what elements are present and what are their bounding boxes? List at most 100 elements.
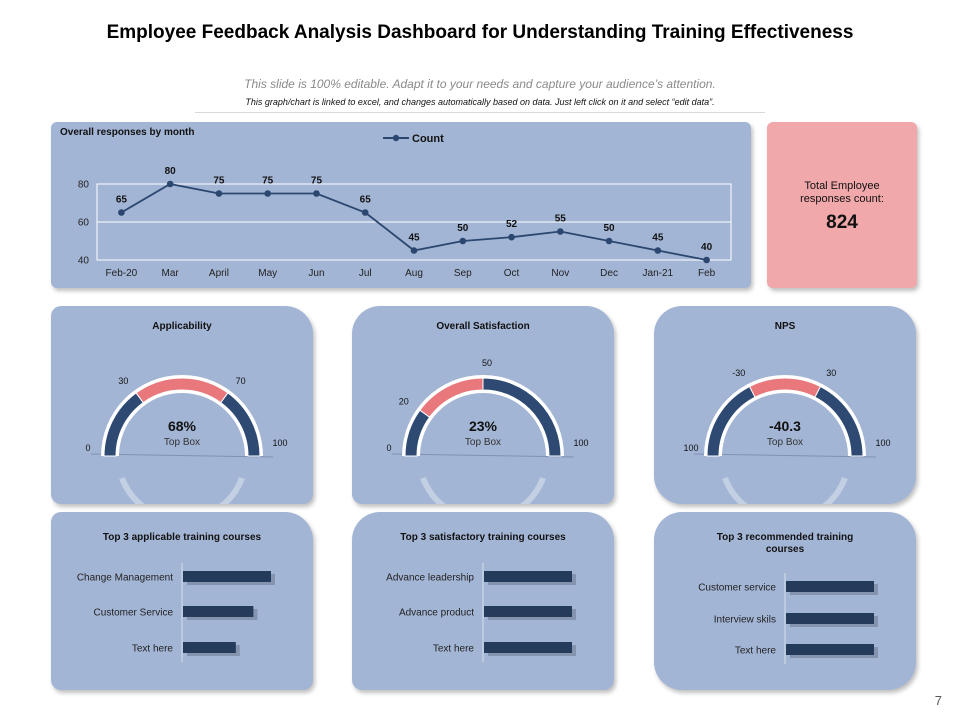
data-label-feb-20: 65 <box>116 195 128 206</box>
bar-label-advance-product: Advance product <box>399 608 474 619</box>
bar-label-customer-service: Customer service <box>698 583 776 594</box>
line-chart-title: Overall responses by month <box>60 127 195 138</box>
bar-customer-service <box>786 581 874 592</box>
y-tick-40: 40 <box>78 256 90 267</box>
point-jun <box>313 190 320 197</box>
y-tick-60: 60 <box>78 218 90 229</box>
total-responses-label: Total Employee responses count: <box>767 180 917 206</box>
satisfactory-courses-chart: Top 3 satisfactory training courses Advan… <box>386 532 576 662</box>
satisfaction-gauge: Overall Satisfaction 0 20 50 100 23% Top Box <box>386 321 589 504</box>
applicable-courses-panel[interactable]: Top 3 applicable training courses Change … <box>51 512 313 690</box>
nps-gauge: NPS 100 -30 30 100 -40.3 Top Box <box>683 321 891 504</box>
data-label-oct: 52 <box>506 219 518 230</box>
applicability-sublabel: Top Box <box>164 437 200 448</box>
point-oct <box>508 233 515 241</box>
x-tick-dec: Dec <box>600 268 618 279</box>
nps-ghost-ring <box>722 476 848 504</box>
data-label-nov: 55 <box>555 214 567 225</box>
x-tick-feb-20: Feb-20 <box>106 268 138 279</box>
nps-scale-max: 100 <box>875 438 890 448</box>
x-tick-oct: Oct <box>504 268 520 279</box>
applicability-scale-high: 70 <box>236 376 246 386</box>
overall-satisfaction-scale-max: 100 <box>573 438 588 448</box>
bar-label-customer-service: Customer Service <box>94 608 174 619</box>
bar-label-text-here: Text here <box>433 644 475 655</box>
point-mar <box>166 180 174 188</box>
nps-value: -40.3 <box>769 418 801 434</box>
bar-chart-title-line2: courses <box>766 544 805 555</box>
satisfaction-gauge-panel[interactable]: Overall Satisfaction 0 20 50 100 23% Top Box <box>352 306 614 504</box>
nps-title: NPS <box>775 321 796 332</box>
subtitle-linked: This graph/chart is linked to excel, and… <box>245 97 715 107</box>
data-label-april: 75 <box>213 176 225 187</box>
bar-chart-title-line1: Top 3 recommended training <box>717 532 854 543</box>
total-responses-value: 824 <box>826 212 858 233</box>
recommended-courses-panel[interactable]: Top 3 recommended training courses Custome… <box>654 512 916 690</box>
x-tick-may: May <box>258 268 277 279</box>
bar-label-text-here: Text here <box>735 646 777 657</box>
bar-label-advance-leadership: Advance leadership <box>386 573 474 584</box>
applicable-courses-chart: Top 3 applicable training courses Change … <box>77 532 275 662</box>
applicability-baseline <box>90 453 274 458</box>
subtitle-divider <box>195 112 765 113</box>
applicability-scale-max: 100 <box>272 438 287 448</box>
point-may <box>264 190 271 197</box>
satisfactory-courses-panel[interactable]: Top 3 satisfactory training courses Advan… <box>352 512 614 690</box>
bar-text-here <box>183 642 236 653</box>
applicability-value: 68% <box>168 418 197 434</box>
data-label-dec: 50 <box>604 223 616 234</box>
nps-gauge-panel[interactable]: NPS 100 -30 30 100 -40.3 Top Box <box>654 306 916 504</box>
nps-sublabel: Top Box <box>767 437 803 448</box>
bar-customer-service <box>183 606 254 617</box>
applicability-title: Applicability <box>152 321 212 332</box>
bar-advance-product <box>484 606 572 617</box>
overall-satisfaction-scale-low: 20 <box>399 396 409 406</box>
nps-scale-min: 100 <box>683 443 698 453</box>
data-label-jul: 65 <box>360 195 372 206</box>
applicability-ghost-ring <box>119 476 245 504</box>
y-tick-80: 80 <box>78 180 90 191</box>
applicability-gauge-panel[interactable]: Applicability 0 30 70 100 68% Top Box <box>51 306 313 504</box>
x-tick-april: April <box>209 268 229 279</box>
page-number: 7 <box>934 693 942 708</box>
point-feb-20 <box>118 209 125 216</box>
x-tick-jan-21: Jan-21 <box>643 268 674 279</box>
subtitle-editable: This slide is 100% editable. Adapt it to… <box>244 77 716 91</box>
x-tick-jun: Jun <box>308 268 324 279</box>
line-chart-panel[interactable]: Overall responses by month Count 40 60 80 65 F… <box>51 122 751 288</box>
overall-satisfaction-scale-high: 50 <box>482 358 492 368</box>
overall-satisfaction-ghost-ring <box>420 476 546 504</box>
data-label-feb: 40 <box>701 242 713 253</box>
nps-scale-low: -30 <box>732 368 745 378</box>
bar-text-here <box>786 644 874 655</box>
page-title: Employee Feedback Analysis Dashboard for… <box>106 22 854 43</box>
data-label-jun: 75 <box>311 176 323 187</box>
x-tick-nov: Nov <box>551 268 569 279</box>
bar-change-management <box>183 571 271 582</box>
point-nov <box>557 228 564 235</box>
bar-chart-title: Top 3 applicable training courses <box>103 532 262 543</box>
applicability-gauge: Applicability 0 30 70 100 68% Top Box <box>85 321 288 504</box>
point-april <box>215 190 223 197</box>
bar-label-change-management: Change Management <box>77 573 173 584</box>
x-tick-mar: Mar <box>162 268 180 279</box>
line-chart: Overall responses by month Count 40 60 80 65 F… <box>60 127 732 279</box>
nps-baseline <box>693 453 877 458</box>
bar-label-interview-skils: Interview skils <box>714 615 776 626</box>
legend-label: Count <box>412 133 444 145</box>
point-aug <box>410 247 418 254</box>
point-sep <box>459 237 467 245</box>
nps-scale-high: 30 <box>826 368 836 378</box>
point-feb <box>703 256 710 264</box>
overall-satisfaction-segment-low <box>404 409 431 457</box>
overall-satisfaction-value: 23% <box>469 418 498 434</box>
applicability-scale-min: 0 <box>85 443 90 453</box>
total-label-line1: Total Employee <box>804 180 880 192</box>
x-tick-feb: Feb <box>698 268 716 279</box>
overall-satisfaction-title: Overall Satisfaction <box>436 321 529 332</box>
overall-satisfaction-scale-min: 0 <box>386 443 391 453</box>
data-label-may: 75 <box>262 176 274 187</box>
data-label-aug: 45 <box>408 233 420 244</box>
point-dec <box>605 237 613 245</box>
